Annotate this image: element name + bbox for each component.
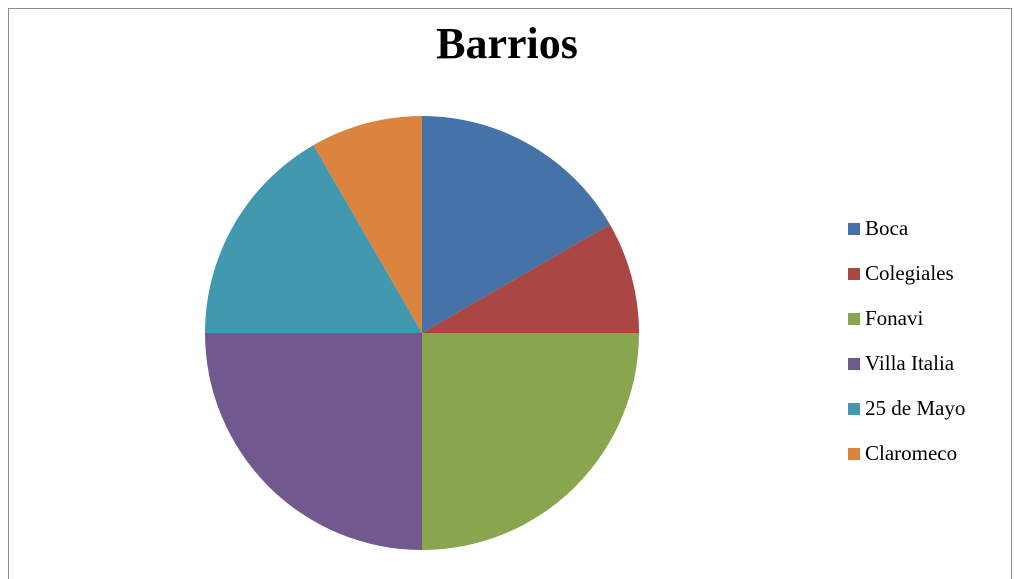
pie-slice-claromeco xyxy=(313,116,422,333)
legend-swatch xyxy=(848,267,860,280)
legend-swatch xyxy=(848,312,860,325)
legend-item-colegiales: Colegiales xyxy=(848,251,965,296)
legend-swatch xyxy=(848,402,860,415)
chart-title: Barrios xyxy=(436,19,578,68)
legend-label: Villa Italia xyxy=(865,351,955,375)
legend-item-fonavi: Fonavi xyxy=(848,296,965,341)
legend-label: Boca xyxy=(865,216,909,240)
pie-slice-fonavi xyxy=(422,333,639,550)
pie-slice-25-de-mayo xyxy=(205,145,422,333)
legend-swatch xyxy=(848,447,860,460)
legend-label: Colegiales xyxy=(865,261,954,285)
legend-swatch xyxy=(848,222,860,235)
pie-slice-villa-italia xyxy=(205,333,422,550)
legend-label: Claromeco xyxy=(865,441,958,465)
legend: Boca Colegiales Fonavi Villa Italia 25 de Ma… xyxy=(848,206,965,476)
legend-item-villa-italia: Villa Italia xyxy=(848,341,965,386)
pie-slice-boca xyxy=(422,116,610,333)
legend-label: 25 de Mayo xyxy=(865,396,966,420)
legend-item-boca: Boca xyxy=(848,206,965,251)
legend-swatch xyxy=(848,357,860,370)
legend-item-claromeco: Claromeco xyxy=(848,431,965,476)
pie-slice-colegiales xyxy=(422,224,639,333)
legend-item-25-de-mayo: 25 de Mayo xyxy=(848,386,965,431)
legend-label: Fonavi xyxy=(865,306,924,330)
